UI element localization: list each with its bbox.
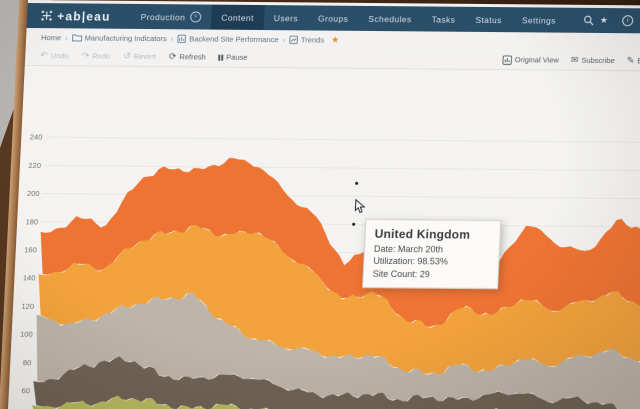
breadcrumb-label: Home [40, 32, 62, 42]
pause-button[interactable]: Pause [218, 52, 248, 62]
button-label: Revert [133, 51, 157, 62]
svg-text:120: 120 [21, 302, 34, 311]
svg-text:60: 60 [21, 386, 30, 395]
svg-text:220: 220 [28, 161, 41, 170]
undo-icon: ↶ [40, 50, 49, 61]
tooltip-title: United Kingdom [374, 227, 471, 242]
svg-text:160: 160 [24, 245, 37, 254]
breadcrumb-home[interactable]: Home [41, 33, 61, 42]
favorite-star-icon[interactable]: ★ [330, 34, 340, 45]
revert-icon: ↺ [123, 50, 132, 61]
tooltip-utilization-row: Utilization: 98.53% [373, 256, 449, 267]
breadcrumb-label: Manufacturing Indicators [84, 32, 168, 43]
nav-item-label: Settings [521, 14, 557, 26]
breadcrumb-view-trends[interactable]: Trends [289, 34, 325, 45]
favorites-star-icon[interactable]: ★ [599, 14, 609, 26]
nav-item-production[interactable]: Production ˅ [130, 4, 212, 30]
nav-item-label: Tasks [431, 14, 456, 25]
nav-divider [569, 14, 571, 26]
tableau-logo-text: +ab|eau [56, 8, 112, 24]
breadcrumb-label: Backend Site Performance [189, 33, 279, 44]
nav-right-icons: ★ i [599, 8, 640, 34]
nav-item-settings[interactable]: Settings [511, 7, 566, 32]
envelope-icon: ✉ [570, 54, 579, 65]
svg-text:200: 200 [27, 189, 40, 198]
breadcrumb-label: Trends [300, 34, 325, 45]
folder-icon [71, 34, 82, 42]
pause-icon [218, 54, 224, 61]
button-label: Undo [50, 51, 69, 61]
breadcrumb-separator: › [64, 32, 68, 42]
sheet-icon [289, 35, 298, 44]
tooltip-date-row: Date: March 20th [373, 243, 444, 255]
button-label: Redo [92, 51, 111, 61]
chart-svg[interactable]: 24022020018016014012010080604020 [6, 1, 640, 409]
breadcrumb: Home › Manufacturing Indicators › Backen… [25, 27, 640, 52]
top-nav-bar: +ab|eau Production ˅ Content Users Group… [26, 2, 640, 34]
nav-item-label: Content [221, 12, 255, 23]
area-band-amber [38, 224, 640, 376]
workbook-icon [177, 34, 187, 43]
info-icon[interactable]: i [622, 15, 634, 27]
svg-text:140: 140 [23, 273, 36, 282]
undo-button[interactable]: ↶ Undo [40, 50, 69, 61]
tableau-logo[interactable]: +ab|eau [40, 3, 112, 29]
subscribe-button[interactable]: ✉ Subscribe [570, 54, 615, 66]
view-toolbar: ↶ Undo ↷ Redo ↺ Revert ⟳ Refresh Pause [24, 45, 640, 72]
original-view-button[interactable]: Original View [502, 55, 560, 65]
area-band-orange [40, 157, 640, 328]
chart-area: 24022020018016014012010080604020 United … [5, 65, 640, 409]
refresh-icon: ⟳ [168, 51, 177, 62]
tooltip-sitecount-row: Site Count: 29 [372, 268, 431, 280]
edit-button[interactable]: ✎ Edit [626, 55, 640, 66]
button-label: Pause [225, 52, 248, 62]
nav-item-users[interactable]: Users [263, 5, 308, 30]
search-button[interactable] [576, 8, 600, 33]
svg-text:80: 80 [23, 358, 32, 367]
tableau-sparkle-icon [41, 10, 53, 21]
nav-item-tasks[interactable]: Tasks [421, 6, 466, 31]
pencil-icon: ✎ [626, 55, 635, 66]
nav-item-label: Status [475, 14, 503, 25]
nav-item-label: Users [273, 12, 299, 23]
redo-button[interactable]: ↷ Redo [81, 50, 111, 61]
breadcrumb-separator: › [282, 34, 286, 44]
svg-text:240: 240 [30, 133, 43, 142]
button-label: Refresh [179, 52, 206, 62]
svg-text:100: 100 [20, 330, 33, 339]
chart-tooltip: United Kingdom Date: March 20th Utilizat… [362, 218, 502, 289]
nav-item-schedules[interactable]: Schedules [358, 6, 423, 32]
breadcrumb-separator: › [170, 33, 174, 43]
nav-item-content[interactable]: Content [210, 4, 265, 31]
breadcrumb-project[interactable]: Manufacturing Indicators [71, 33, 167, 43]
button-label: Original View [514, 55, 560, 65]
toolbar-right-group: Original View ✉ Subscribe ✎ Edit [502, 54, 640, 67]
button-label: Subscribe [581, 55, 615, 66]
nav-item-groups[interactable]: Groups [307, 5, 359, 30]
area-band-olive [32, 395, 640, 409]
nav-item-status[interactable]: Status [465, 7, 513, 32]
redo-icon: ↷ [81, 50, 90, 61]
mouse-cursor [353, 198, 366, 219]
nav-item-label: Schedules [368, 13, 412, 24]
nav-item-label: Groups [317, 13, 349, 24]
svg-text:180: 180 [25, 217, 38, 226]
area-band-warm-gray [36, 292, 640, 409]
nav-item-label: Production [140, 11, 186, 22]
original-view-icon [502, 55, 512, 65]
search-icon [583, 15, 594, 26]
refresh-button[interactable]: ⟳ Refresh [168, 51, 206, 62]
site-switcher-chevron-icon: ˅ [190, 11, 202, 23]
revert-button[interactable]: ↺ Revert [123, 50, 157, 62]
breadcrumb-workbook[interactable]: Backend Site Performance [177, 34, 279, 44]
